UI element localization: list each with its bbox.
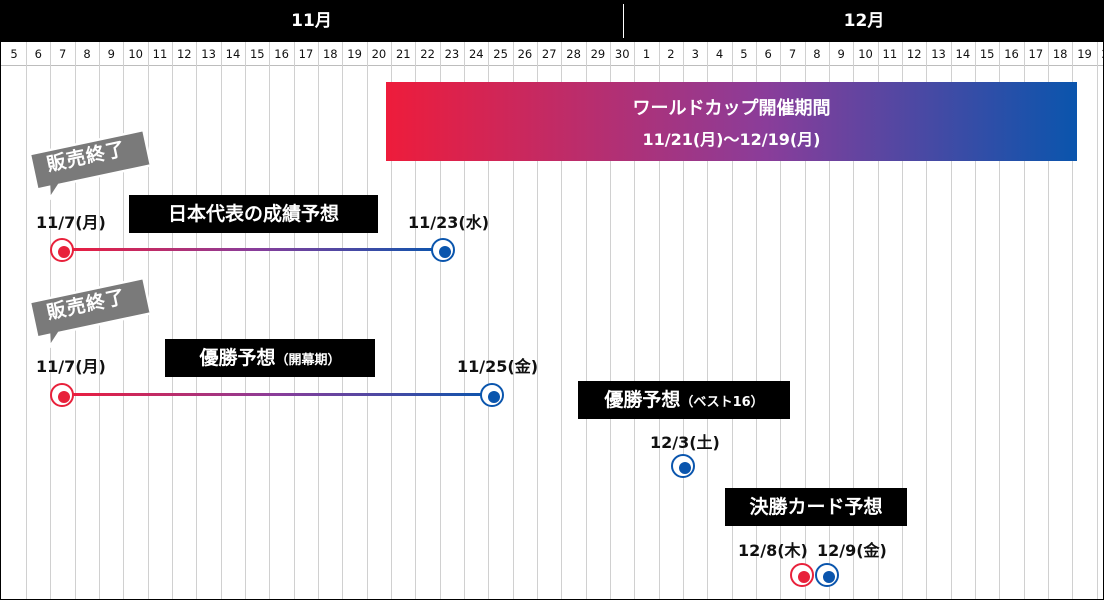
day-label: 30	[614, 47, 630, 61]
grid-line	[294, 42, 295, 600]
sold-out-badge: 販売終了	[24, 278, 153, 348]
sold-out-tag-shape	[28, 278, 153, 348]
day-label: 28	[566, 47, 581, 61]
grid-line	[245, 42, 246, 600]
grid-line	[221, 42, 222, 600]
start-marker-winner-opening	[50, 383, 74, 407]
day-label: 20	[1097, 42, 1104, 66]
start-marker-final-card	[790, 563, 814, 587]
end-date-winner-opening: 11/25(金)	[457, 357, 539, 376]
grid-line	[342, 42, 343, 600]
day-label: 8	[813, 47, 821, 61]
day-label: 11	[882, 47, 898, 61]
day-label: 5	[10, 47, 18, 61]
world-cup-title: ワールドカップ開催期間	[632, 98, 831, 119]
event-label-winner-best16-sub: （ベスト16）	[680, 395, 764, 410]
day-label: 14	[955, 47, 971, 61]
day-label: 9	[837, 47, 845, 61]
day-label: 19	[1077, 47, 1092, 61]
day-label: 16	[1004, 47, 1019, 61]
end-marker-winner-opening	[480, 383, 504, 407]
month-label-november: 11月	[291, 11, 332, 31]
day-label: 29	[590, 47, 606, 61]
start-date-japan-results: 11/7(月)	[36, 213, 106, 232]
day-label: 27	[541, 47, 557, 61]
event-label-winner-best16: 優勝予想（ベスト16）	[578, 381, 790, 419]
grid-line	[172, 42, 173, 600]
event-label-winner-opening-main: 優勝予想	[199, 347, 276, 369]
event-label-final-card: 決勝カード予想	[725, 488, 907, 526]
end-marker-final-card	[815, 563, 839, 587]
day-label: 9	[107, 47, 115, 61]
day-row: 5 6 7 8 9 10 11 12 13 14 15 16 17 18 19 20 21 22 23 24 25 26 2…	[0, 42, 1104, 66]
day-label: 22	[420, 47, 435, 61]
world-cup-dates: 11/21(月)〜12/19(月)	[642, 130, 821, 149]
day-label: 15	[979, 47, 995, 61]
day-label: 17	[298, 47, 314, 61]
day-label: 4	[715, 47, 724, 61]
event-label-japan-results: 日本代表の成績予想	[129, 195, 378, 233]
month-label-december: 12月	[843, 11, 885, 31]
day-label: 14	[225, 47, 241, 61]
day-row-divider	[0, 65, 1104, 66]
day-label: 17	[1028, 47, 1044, 61]
day-label: 10	[128, 47, 143, 61]
day-label: 20	[371, 47, 387, 61]
day-label: 10	[858, 47, 873, 61]
day-label: 18	[1052, 47, 1068, 61]
day-label: 25	[493, 47, 508, 61]
day-label: 12	[176, 47, 192, 61]
month-header: 11月 12月	[0, 0, 1104, 42]
grid-line	[367, 42, 368, 600]
day-label: 3	[691, 47, 699, 61]
day-label: 7	[788, 47, 797, 61]
day-label: 15	[249, 47, 265, 61]
day-label: 6	[34, 47, 42, 61]
sold-out-tag-shape	[28, 130, 153, 200]
day-label: 7	[58, 47, 67, 61]
day-label: 12	[906, 47, 922, 61]
sold-out-badge: 販売終了	[24, 130, 153, 200]
day-label: 2	[667, 47, 675, 61]
world-cup-period-banner: ワールドカップ開催期間 11/21(月)〜12/19(月)	[386, 82, 1077, 161]
event-label-winner-opening: 優勝予想（開幕期）	[165, 339, 375, 377]
event-label-winner-opening-sub: （開幕期）	[275, 353, 341, 368]
range-line-japan-results	[62, 248, 443, 251]
range-line-winner-opening	[62, 393, 492, 396]
start-date-winner-opening: 11/7(月)	[36, 357, 106, 376]
end-date-japan-results: 11/23(水)	[408, 213, 490, 232]
grid-line	[196, 42, 197, 600]
month-divider	[623, 4, 624, 38]
end-marker-japan-results	[431, 238, 455, 262]
start-marker-japan-results	[50, 238, 74, 262]
day-label: 19	[347, 47, 362, 61]
day-label: 24	[468, 47, 484, 61]
date-winner-best16: 12/3(土)	[650, 433, 720, 452]
marker-winner-best16	[671, 454, 695, 478]
day-label: 21	[395, 47, 411, 61]
day-label: 1	[642, 47, 651, 61]
day-label: 5	[740, 47, 748, 61]
grid-line	[318, 42, 319, 600]
day-label: 13	[931, 47, 946, 61]
grid-line	[269, 42, 270, 600]
day-label: 23	[444, 47, 460, 61]
day-label: 8	[83, 47, 91, 61]
start-date-final-card: 12/8(木)	[738, 541, 808, 560]
grid-line	[1097, 42, 1098, 600]
end-date-final-card: 12/9(金)	[817, 541, 887, 560]
event-label-winner-best16-main: 優勝予想	[604, 389, 681, 411]
day-label: 26	[517, 47, 533, 61]
day-label: 16	[274, 47, 289, 61]
day-label: 11	[152, 47, 168, 61]
day-label: 6	[764, 47, 772, 61]
day-label: 18	[322, 47, 338, 61]
day-label: 13	[201, 47, 216, 61]
